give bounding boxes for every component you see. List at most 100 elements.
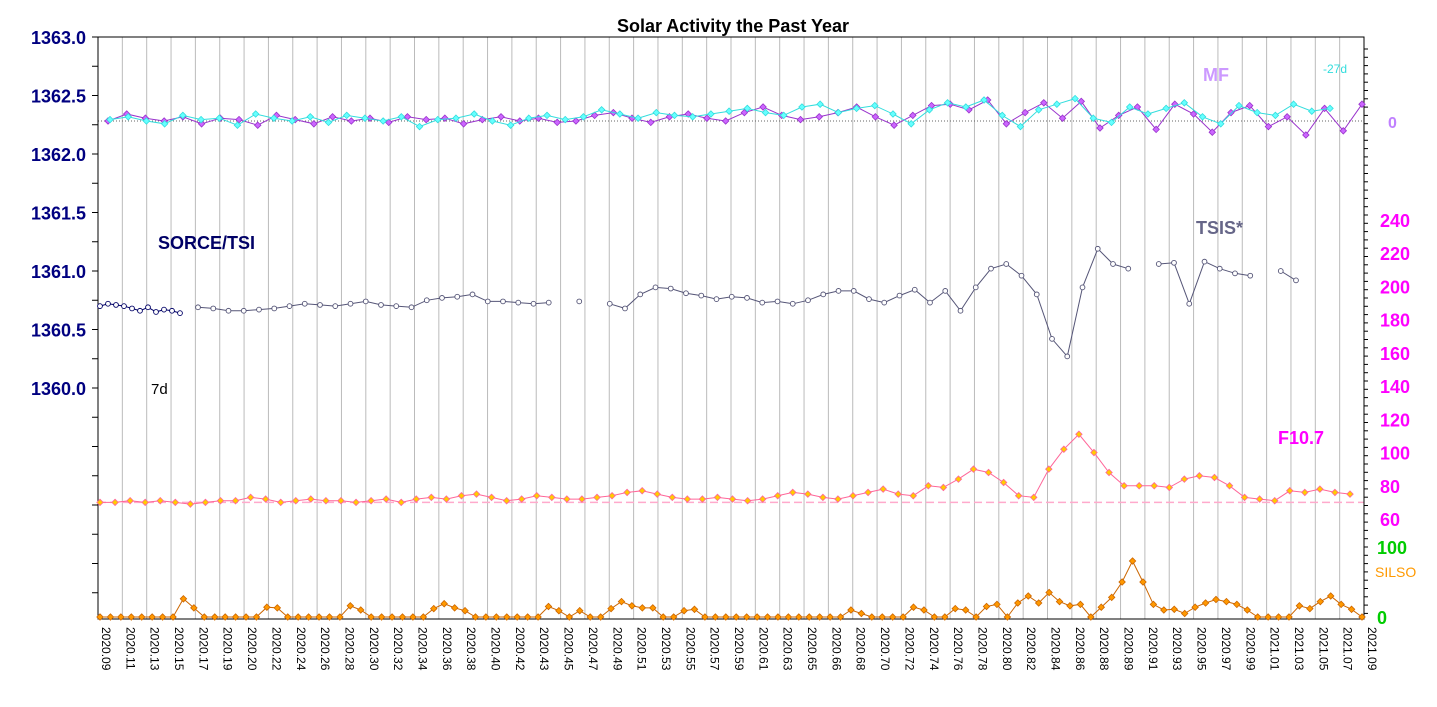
data-point (186, 500, 195, 508)
x-tick-label: 2020.51 (635, 627, 649, 671)
x-tick-label: 2020.70 (878, 627, 892, 671)
mf-label: MF (1203, 65, 1229, 85)
series-line (109, 98, 1331, 128)
series-tsis (195, 245, 1299, 360)
data-point (590, 111, 599, 120)
data-point (774, 613, 782, 621)
series-layer (96, 94, 1366, 621)
x-tick-label: 2020.19 (221, 627, 235, 671)
data-point (930, 613, 939, 621)
data-point (412, 495, 421, 503)
x-tick-label: 2020.36 (440, 627, 454, 671)
data-point (1283, 113, 1291, 121)
data-point (347, 117, 356, 125)
data-point (1180, 475, 1189, 483)
data-point (1245, 101, 1254, 110)
data-point (1075, 430, 1083, 439)
data-point (761, 108, 770, 117)
x-tick-label: 2020.13 (148, 627, 162, 671)
data-point (1029, 493, 1038, 502)
data-point (896, 292, 903, 299)
data-point (160, 120, 169, 128)
data-point (429, 604, 438, 613)
data-point (301, 300, 308, 307)
data-point (1110, 261, 1116, 267)
data-point (962, 103, 970, 111)
data-point (307, 495, 315, 503)
silso-tick-label: 100 (1377, 538, 1407, 558)
data-point (871, 113, 880, 121)
data-point (251, 110, 260, 118)
data-point (472, 490, 481, 498)
data-point (263, 603, 271, 611)
data-point (1045, 588, 1053, 597)
data-point (652, 108, 661, 117)
x-tick-label: 2020.93 (1170, 627, 1184, 671)
data-point (356, 606, 365, 614)
data-point (1316, 597, 1325, 606)
data-point (534, 613, 542, 621)
data-point (1034, 106, 1043, 114)
x-tick-label: 2020.66 (829, 627, 843, 671)
data-point (440, 599, 448, 608)
data-point (221, 613, 229, 621)
data-point (669, 613, 678, 621)
data-point (1277, 268, 1284, 274)
data-point (1195, 472, 1204, 480)
data-point (758, 495, 767, 503)
f107-tick-label: 160 (1380, 344, 1410, 364)
data-point (397, 113, 406, 121)
data-point (1331, 488, 1339, 497)
data-point (506, 121, 515, 129)
data-point (576, 298, 583, 305)
silso-tick-label: 0 (1377, 608, 1387, 628)
data-point (1171, 259, 1177, 266)
data-point (1293, 277, 1299, 284)
data-point (513, 613, 521, 621)
data-point (835, 288, 842, 294)
data-point (911, 286, 918, 293)
data-point (1144, 110, 1152, 118)
data-point (805, 613, 813, 621)
data-point (572, 117, 580, 125)
data-point (142, 117, 151, 125)
data-point (707, 110, 715, 118)
data-point (1058, 114, 1067, 122)
data-point (1003, 261, 1010, 267)
data-point (1337, 600, 1345, 609)
data-point (497, 113, 505, 121)
data-point (1320, 104, 1329, 113)
data-point (97, 303, 103, 309)
data-point (565, 613, 574, 621)
data-point (1212, 595, 1220, 604)
data-point (352, 498, 360, 507)
data-point (942, 288, 949, 294)
data-point (596, 613, 605, 621)
data-point (816, 100, 824, 108)
data-point (784, 613, 793, 621)
data-point (1170, 605, 1179, 614)
data-point (105, 300, 111, 307)
data-point (889, 110, 897, 118)
x-tick-label: 2020.47 (586, 627, 600, 671)
data-point (852, 104, 861, 113)
data-point (993, 600, 1001, 609)
data-point (578, 495, 586, 503)
data-point (637, 291, 644, 298)
data-point (457, 491, 466, 500)
tsis-label: TSIS* (1196, 218, 1243, 238)
f107-tick-label: 80 (1380, 477, 1400, 497)
data-point (847, 606, 855, 614)
data-point (121, 303, 127, 309)
data-point (419, 613, 428, 621)
data-point (367, 613, 375, 621)
data-point (469, 291, 476, 298)
data-point (909, 603, 918, 611)
x-tick-label: 2020.28 (342, 627, 356, 671)
data-point (1271, 111, 1280, 120)
data-point (294, 613, 302, 621)
series-f10-7 (96, 430, 1354, 508)
data-point (1198, 113, 1207, 121)
data-point (826, 613, 834, 621)
data-point (881, 299, 888, 306)
